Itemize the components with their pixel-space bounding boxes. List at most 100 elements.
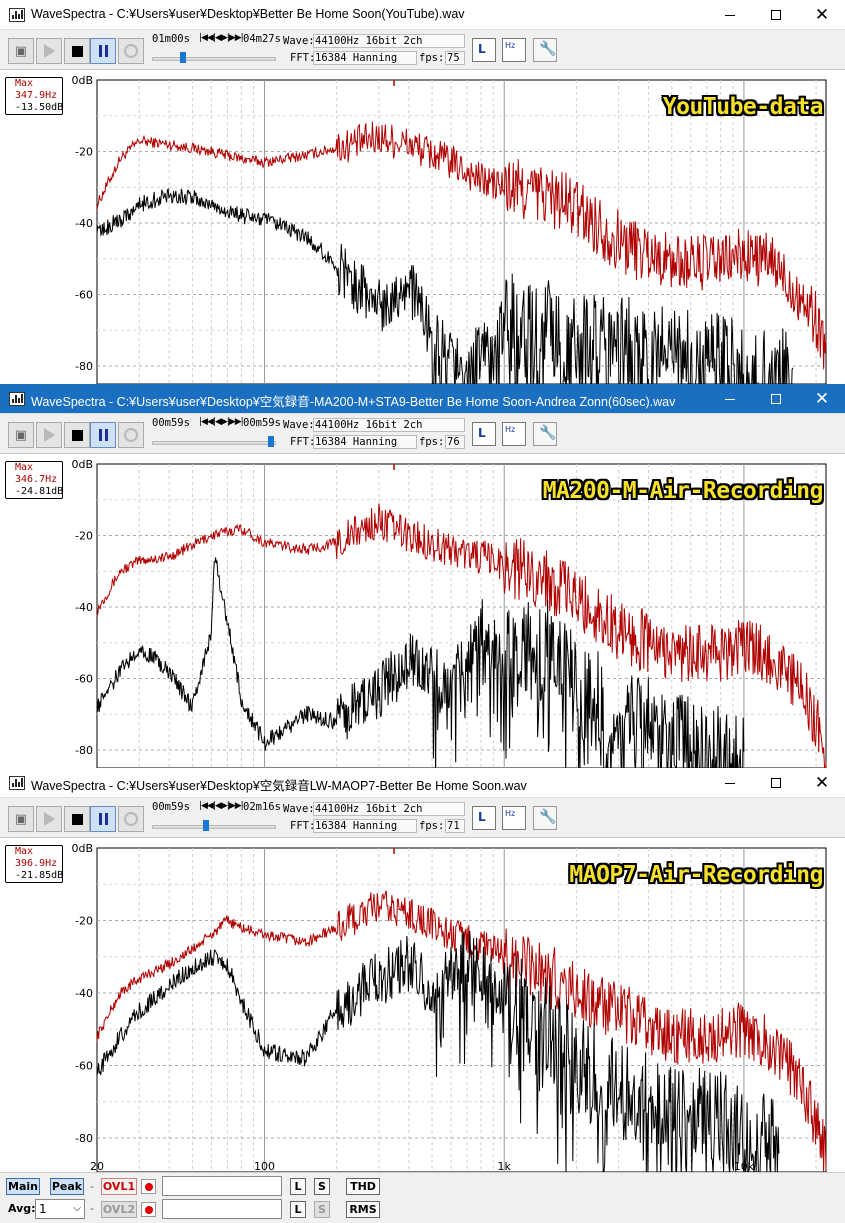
stop-button[interactable] — [64, 422, 90, 448]
stop-icon — [71, 45, 83, 57]
bottom-control-bar: Main Peak - OVL1 L S THD Avg: 1 ⌵ - OVL2 … — [0, 1172, 845, 1223]
ovl2-button[interactable]: OVL2 — [101, 1201, 137, 1218]
record-button[interactable] — [118, 422, 144, 448]
ovl1-save-button[interactable]: S — [314, 1178, 330, 1195]
maximize-button[interactable] — [753, 384, 799, 414]
window-title: WaveSpectra - C:¥Users¥user¥Desktop¥空気録音… — [31, 395, 676, 409]
ovl1-name-field[interactable] — [162, 1176, 282, 1196]
pause-button[interactable] — [90, 38, 116, 64]
open-file-button[interactable]: ▣ — [8, 38, 34, 64]
ovl1-load-button[interactable]: L — [290, 1178, 306, 1195]
separator-dash: - — [90, 1180, 94, 1193]
close-button[interactable]: ✕ — [814, 4, 830, 25]
seek-thumb[interactable] — [202, 820, 209, 831]
play-button[interactable] — [36, 38, 62, 64]
maximize-button[interactable] — [753, 768, 799, 798]
wave-label: Wave: — [283, 803, 315, 815]
max-level: -13.50dB — [15, 102, 64, 113]
peak-button[interactable]: Peak — [50, 1178, 84, 1195]
minimize-button[interactable] — [707, 384, 753, 414]
record-dot-icon — [144, 1205, 153, 1214]
y-tick-label: -40 — [75, 217, 93, 230]
fft-label: FFT: — [290, 52, 316, 64]
ovl1-button[interactable]: OVL1 — [101, 1178, 137, 1195]
minimize-button[interactable] — [707, 768, 753, 798]
fps-label: fps: — [419, 820, 445, 832]
lr-icon: L — [478, 426, 486, 440]
ovl2-load-button[interactable]: L — [290, 1201, 306, 1218]
seek-buttons-icon[interactable]: |◀◀|◀▶|▶▶| — [199, 33, 244, 43]
pause-button[interactable] — [90, 806, 116, 832]
close-button[interactable]: ✕ — [814, 772, 830, 793]
title-bar[interactable]: WaveSpectra - C:¥Users¥user¥Desktop¥空気録音… — [0, 768, 845, 798]
hz-db-button[interactable]: Hz — [502, 422, 526, 446]
record-button[interactable] — [118, 806, 144, 832]
channel-lr-button[interactable]: L — [472, 422, 496, 446]
seek-slider[interactable] — [152, 825, 276, 829]
main-button[interactable]: Main — [6, 1178, 40, 1195]
record-button[interactable] — [118, 38, 144, 64]
play-button[interactable] — [36, 806, 62, 832]
hz-db-button[interactable]: Hz — [502, 806, 526, 830]
settings-button[interactable]: 🔧 — [533, 422, 557, 446]
play-button[interactable] — [36, 422, 62, 448]
ovl1-record-button[interactable] — [141, 1179, 156, 1194]
max-label: Max — [15, 462, 34, 473]
settings-button[interactable]: 🔧 — [533, 38, 557, 62]
fps-label: fps: — [419, 436, 445, 448]
pause-icon — [98, 429, 108, 441]
spectrum-chart: 0dB -20 -40 -60 -80 20 100 1k 10k — [71, 842, 827, 1172]
max-frequency: 346.7Hz — [15, 474, 58, 485]
title-bar[interactable]: WaveSpectra - C:¥Users¥user¥Desktop¥空気録音… — [0, 384, 845, 414]
minimize-button[interactable] — [707, 0, 753, 30]
wrench-icon: 🔧 — [539, 41, 557, 57]
spectrum-plot: 0dB -20 -40 -60 -80 Max 346.7Hz -24.81dB MA2… — [0, 454, 845, 768]
wave-label: Wave: — [283, 419, 315, 431]
fft-settings-field[interactable]: 16384 Hanning — [313, 51, 417, 65]
seek-thumb[interactable] — [267, 436, 274, 447]
channel-lr-button[interactable]: L — [472, 806, 496, 830]
thd-button[interactable]: THD — [346, 1178, 380, 1195]
stop-button[interactable] — [64, 806, 90, 832]
avg-select[interactable]: 1 ⌵ — [35, 1199, 85, 1219]
record-dot-icon — [144, 1182, 153, 1191]
stop-button[interactable] — [64, 38, 90, 64]
y-tick-label: -60 — [75, 289, 93, 302]
title-bar[interactable]: WaveSpectra - C:¥Users¥user¥Desktop¥Bett… — [0, 0, 845, 30]
ovl2-name-field[interactable] — [162, 1199, 282, 1219]
seek-buttons-icon[interactable]: |◀◀|◀▶|▶▶| — [199, 417, 244, 427]
open-file-button[interactable]: ▣ — [8, 806, 34, 832]
settings-button[interactable]: 🔧 — [533, 806, 557, 830]
duration-time: 02m16s — [243, 801, 281, 813]
ovl2-record-button[interactable] — [141, 1202, 156, 1217]
max-level: -21.85dB — [15, 870, 64, 881]
open-file-icon: ▣ — [14, 43, 28, 59]
max-frequency: 347.9Hz — [15, 90, 58, 101]
seek-slider[interactable] — [152, 57, 276, 61]
play-icon — [43, 428, 55, 442]
fft-settings-field[interactable]: 16384 Hanning — [313, 819, 417, 833]
close-button[interactable]: ✕ — [814, 388, 830, 409]
overlay-caption: YouTube-data — [662, 94, 824, 120]
separator-dash: - — [90, 1202, 94, 1215]
rms-button[interactable]: RMS — [346, 1201, 380, 1218]
maximize-button[interactable] — [753, 0, 799, 30]
seek-buttons-icon[interactable]: |◀◀|◀▶|▶▶| — [199, 801, 244, 811]
peak-hold-series — [96, 890, 827, 1172]
overlay-caption: MA200-M-Air-Recording — [542, 478, 824, 504]
pause-button[interactable] — [90, 422, 116, 448]
hz-db-button[interactable]: Hz — [502, 38, 526, 62]
open-file-icon: ▣ — [14, 811, 28, 827]
record-icon — [124, 428, 138, 442]
seek-slider[interactable] — [152, 441, 276, 445]
position-time: 00m59s — [152, 801, 190, 813]
channel-lr-button[interactable]: L — [472, 38, 496, 62]
ovl2-save-button[interactable]: S — [314, 1201, 330, 1218]
toolbar: ▣ 00m59s |◀◀|◀▶|▶▶| 00m59s Wave: 44100Hz… — [0, 414, 845, 454]
lr-icon: L — [478, 42, 486, 56]
avg-label: Avg: — [8, 1202, 36, 1215]
fft-settings-field[interactable]: 16384 Hanning — [313, 435, 417, 449]
x-tick-label: 100 — [254, 1160, 275, 1172]
open-file-button[interactable]: ▣ — [8, 422, 34, 448]
seek-thumb[interactable] — [180, 52, 187, 63]
